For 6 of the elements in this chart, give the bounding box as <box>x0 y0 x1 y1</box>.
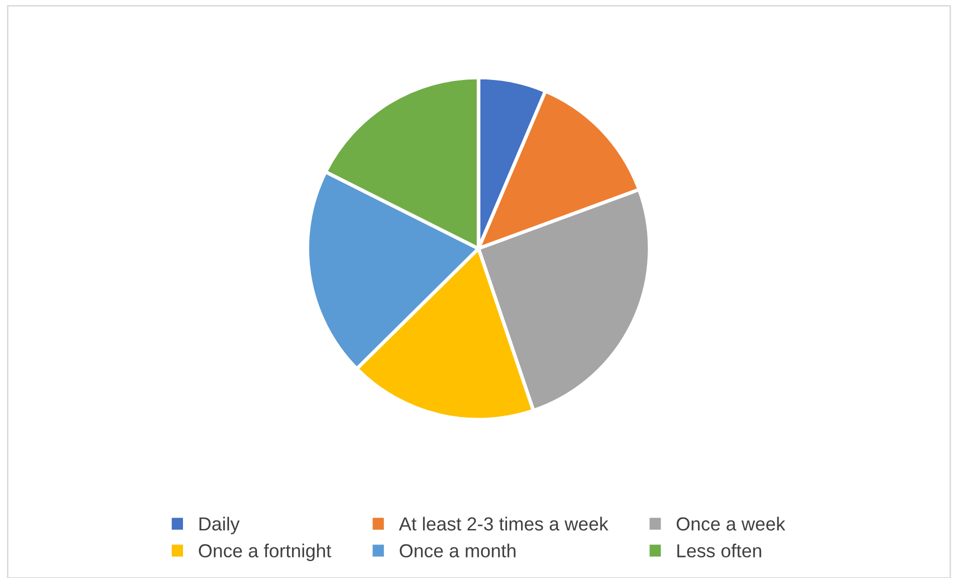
legend-label: Once a month <box>400 544 516 558</box>
legend-label: Less often <box>677 544 762 558</box>
legend-label: At least 2-3 times a week <box>398 516 608 531</box>
legend-label: Once a week <box>676 516 786 531</box>
legend-label: Daily <box>200 516 240 534</box>
legend-label: Once a fortnight <box>198 544 332 562</box>
